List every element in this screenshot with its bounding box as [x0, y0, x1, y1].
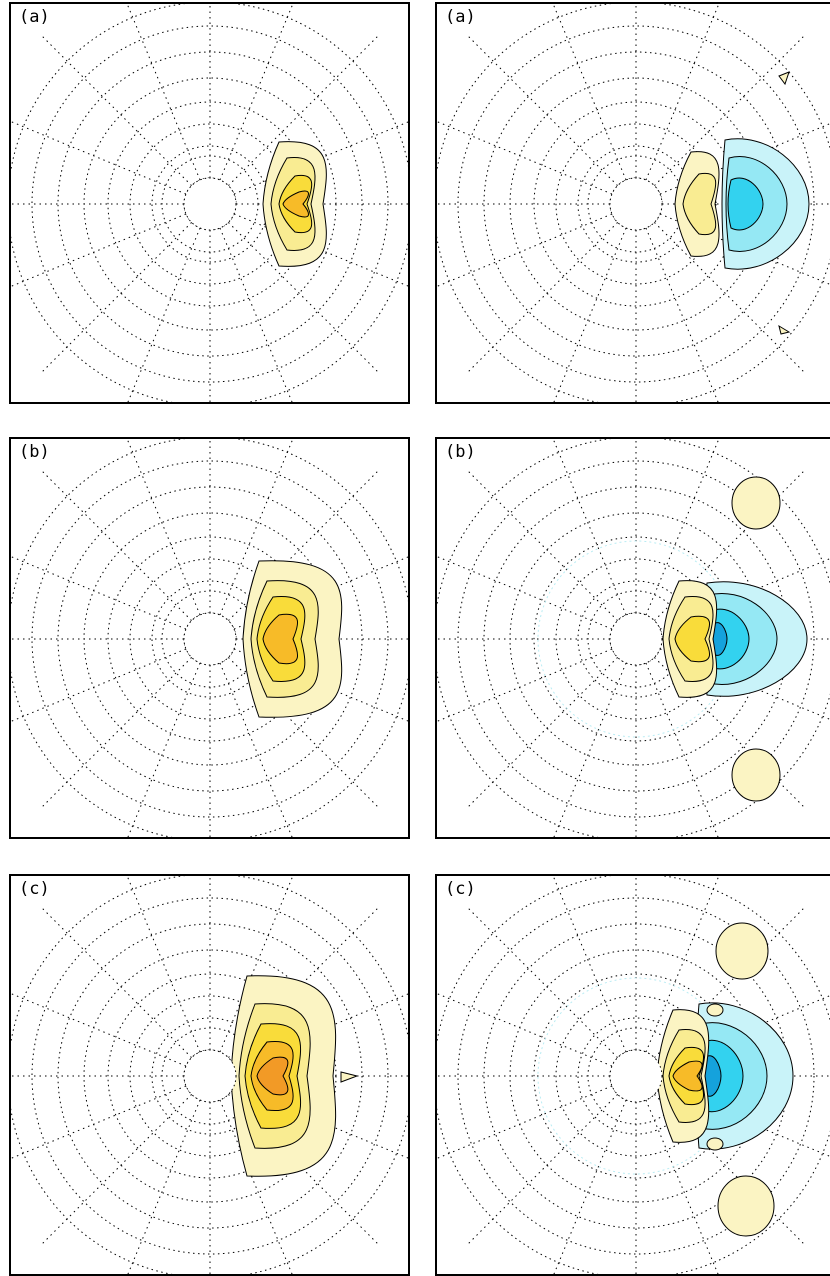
grid-spoke	[645, 4, 720, 181]
panel-label: (b)	[445, 442, 476, 462]
positive-contour	[674, 615, 711, 663]
panel-label: (a)	[19, 7, 50, 27]
panel-c-right: (c)	[435, 874, 830, 1276]
grid-spoke	[11, 648, 187, 722]
grid-spoke	[126, 4, 201, 181]
grid-ring	[57, 51, 363, 357]
positive-contour	[706, 1137, 724, 1151]
panel-c-right-plot	[437, 876, 830, 1274]
panel-a-right: (a)	[435, 2, 830, 404]
panel-c-left-plot	[11, 876, 408, 1274]
grid-spoke	[126, 876, 201, 1053]
panel-a-left: (a)	[9, 2, 410, 404]
grid-ring	[457, 897, 815, 1255]
grid-spoke	[552, 439, 627, 616]
panel-b-left: (b)	[9, 437, 410, 839]
grid-ring	[457, 25, 815, 383]
grid-spoke	[553, 662, 627, 837]
panel-b-right-plot	[437, 439, 830, 837]
positive-contour	[778, 324, 791, 335]
grid-ring	[57, 486, 363, 792]
positive-contour	[682, 172, 717, 236]
grid-spoke	[465, 468, 618, 621]
grid-spoke	[126, 439, 201, 616]
positive-contour	[706, 1003, 724, 1017]
panel-c-left: (c)	[9, 874, 410, 1276]
grid-spoke	[437, 213, 613, 287]
grid-spoke	[552, 4, 627, 181]
grid-spoke	[39, 33, 192, 186]
grid-spoke	[552, 876, 627, 1053]
grid-spoke	[11, 213, 187, 287]
positive-contour	[256, 1056, 289, 1096]
grid-spoke	[11, 993, 187, 1067]
grid-spoke	[39, 905, 192, 1058]
positive-contour	[717, 1175, 775, 1237]
inner-core	[609, 1049, 663, 1103]
grid-ring	[31, 460, 389, 818]
negative-contour	[727, 177, 764, 231]
grid-spoke	[437, 1085, 613, 1159]
grid-spoke	[553, 1099, 627, 1274]
panel-a-right-plot	[437, 4, 830, 402]
grid-ring	[457, 460, 815, 818]
inner-core	[183, 177, 237, 231]
grid-spoke	[437, 121, 613, 195]
positive-contour	[340, 1071, 359, 1083]
panel-label: (b)	[19, 442, 50, 462]
grid-spoke	[127, 662, 201, 837]
panel-label: (a)	[445, 7, 476, 27]
grid-spoke	[437, 993, 613, 1067]
grid-ring	[57, 923, 363, 1229]
grid-ring	[555, 123, 717, 285]
panel-a-left-plot	[11, 4, 408, 402]
grid-ring	[31, 25, 389, 383]
grid-spoke	[645, 227, 719, 402]
inner-core	[609, 177, 663, 231]
grid-spoke	[553, 227, 627, 402]
panel-label: (c)	[19, 879, 50, 899]
grid-spoke	[127, 227, 201, 402]
grid-spoke	[127, 1099, 201, 1274]
grid-spoke	[11, 121, 187, 195]
grid-ring	[31, 897, 389, 1255]
grid-spoke	[465, 905, 618, 1058]
positive-contour	[731, 476, 781, 530]
grid-spoke	[11, 1085, 187, 1159]
inner-core	[183, 1049, 237, 1103]
panel-label: (c)	[445, 879, 476, 899]
positive-contour	[282, 190, 309, 218]
inner-core	[609, 612, 663, 666]
positive-contour	[715, 922, 769, 980]
inner-core	[183, 612, 237, 666]
panel-b-right: (b)	[435, 437, 830, 839]
grid-spoke	[11, 556, 187, 630]
grid-spoke	[437, 556, 613, 630]
grid-spoke	[39, 468, 192, 621]
positive-contour	[262, 613, 299, 665]
grid-spoke	[465, 33, 618, 186]
positive-contour	[778, 71, 790, 86]
positive-contour	[731, 748, 781, 802]
panel-b-left-plot	[11, 439, 408, 837]
grid-spoke	[437, 648, 613, 722]
positive-contour	[672, 1060, 703, 1092]
